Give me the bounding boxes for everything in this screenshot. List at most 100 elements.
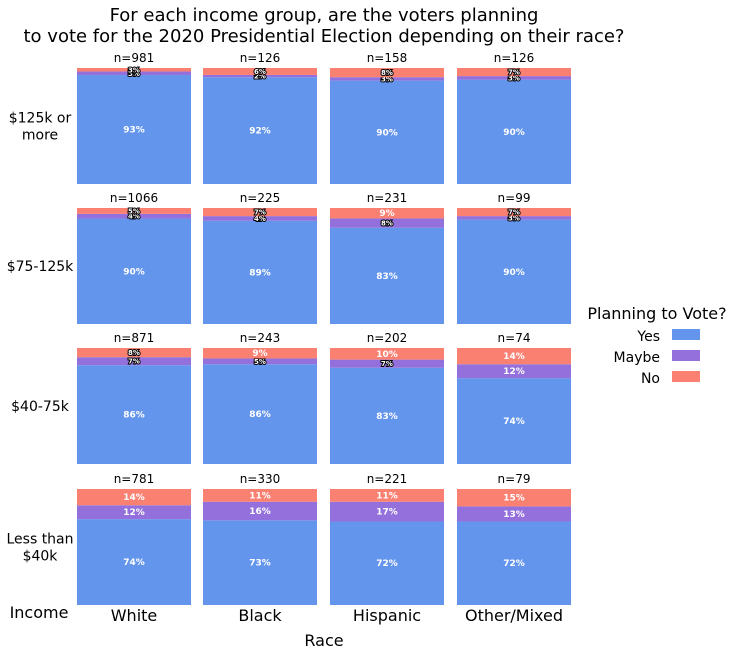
bar-segment-no: [77, 489, 191, 506]
bar-segment-yes: [330, 521, 444, 605]
bar-segment-yes: [457, 219, 571, 324]
bar-segment-yes: [330, 367, 444, 464]
bar-segment-no: [330, 208, 444, 219]
legend-swatch: [672, 371, 700, 382]
data-label-yes: 74%: [123, 558, 145, 568]
bar-segment-no: [457, 68, 571, 77]
data-label-maybe: 17%: [376, 508, 398, 518]
data-label-yes: 90%: [503, 128, 525, 138]
bar-segment-no: [457, 489, 571, 507]
data-label-maybe: 13%: [503, 510, 525, 520]
race-tick-label: Hispanic: [353, 606, 421, 625]
income-row-label: $125k or: [9, 111, 72, 127]
data-label-no: 6%: [254, 68, 266, 76]
bar-segment-maybe: [203, 74, 317, 78]
data-label-yes: 90%: [123, 267, 145, 277]
panel-count-label: n=871: [114, 331, 155, 345]
data-label-yes: 90%: [376, 128, 398, 138]
chart-title-line-1: For each income group, are the voters pl…: [110, 5, 539, 26]
x-axis-label: Race: [304, 631, 343, 650]
bar-segment-yes: [203, 364, 317, 464]
panel-count-label: n=1066: [110, 191, 158, 205]
bar-segment-maybe: [457, 506, 571, 522]
panel-count-label: n=79: [498, 472, 531, 486]
bar-segment-yes: [330, 80, 444, 184]
legend-swatch: [672, 329, 700, 340]
data-label-maybe: 7%: [128, 358, 140, 366]
bar-segment-yes: [457, 378, 571, 464]
bar-segment-no: [203, 348, 317, 359]
bar-segment-no: [330, 348, 444, 360]
bar-segment-no: [457, 208, 571, 217]
data-label-no: 14%: [503, 352, 525, 362]
panel-count-label: n=330: [240, 472, 281, 486]
bar-segment-yes: [77, 365, 191, 464]
bar-segment-maybe: [203, 216, 317, 221]
panel-count-label: n=74: [498, 331, 531, 345]
data-label-yes: 73%: [249, 559, 271, 569]
bar-segment-maybe: [330, 501, 444, 522]
legend: Planning to Vote? Yes Maybe No: [587, 304, 726, 387]
bar-segment-yes: [203, 520, 317, 605]
legend-title: Planning to Vote?: [587, 304, 726, 323]
bar-segment-yes: [77, 218, 191, 324]
data-label-yes: 74%: [503, 417, 525, 427]
data-label-no: 14%: [123, 493, 145, 503]
data-label-yes: 92%: [249, 127, 271, 137]
data-label-yes: 83%: [376, 272, 398, 282]
bar-segment-maybe: [330, 77, 444, 81]
data-label-no: 7%: [254, 209, 266, 217]
panel-count-label: n=781: [114, 472, 155, 486]
income-row-label: Less than: [6, 532, 73, 548]
bar-segment-no: [203, 489, 317, 502]
panel-count-label: n=202: [367, 331, 408, 345]
bar-segment-maybe: [203, 501, 317, 521]
panel-count-label: n=231: [367, 191, 408, 205]
data-label-yes: 86%: [123, 411, 145, 421]
data-label-maybe: 3%: [381, 75, 393, 83]
data-label-yes: 83%: [376, 412, 398, 422]
legend-entry-label: Yes: [636, 329, 660, 345]
panel-count-label: n=221: [367, 472, 408, 486]
data-label-no: 9%: [379, 209, 394, 219]
panel-count-label: n=225: [240, 191, 281, 205]
data-label-maybe: 12%: [123, 508, 145, 518]
data-label-no: 11%: [249, 491, 271, 501]
panel-count-label: n=158: [367, 51, 408, 65]
bar-segment-maybe: [457, 76, 571, 80]
bar-segment-maybe: [330, 218, 444, 228]
bar-segment-maybe: [77, 213, 191, 219]
data-label-no: 7%: [508, 69, 520, 77]
bar-segment-no: [330, 68, 444, 78]
bar-segment-yes: [77, 75, 191, 184]
data-label-yes: 86%: [249, 410, 271, 420]
data-label-maybe: 8%: [381, 220, 393, 228]
bar-segment-maybe: [77, 505, 191, 520]
data-label-no: 9%: [252, 349, 267, 359]
data-label-maybe: 12%: [503, 367, 525, 377]
data-label-maybe: 2%: [254, 73, 266, 81]
data-label-no: 7%: [508, 209, 520, 217]
data-label-yes: 93%: [123, 126, 145, 136]
data-label-maybe: 3%: [508, 74, 520, 82]
bar-segment-no: [77, 208, 191, 214]
bar-segment-maybe: [330, 359, 444, 368]
row-axis-label: Income: [10, 603, 69, 622]
income-row-label: more: [22, 128, 58, 144]
bar-segment-maybe: [203, 358, 317, 365]
panel-count-label: n=126: [494, 51, 535, 65]
chart-title-line-2: to vote for the 2020 Presidential Electi…: [24, 26, 625, 47]
bar-segment-no: [330, 489, 444, 502]
data-label-yes: 89%: [249, 268, 271, 278]
legend-entry-label: No: [641, 371, 660, 387]
bar-segment-maybe: [77, 357, 191, 366]
income-row-label: $40k: [23, 549, 59, 565]
bar-segment-no: [203, 68, 317, 75]
data-label-yes: 72%: [376, 559, 398, 569]
bar-segment-yes: [457, 79, 571, 184]
race-tick-label: Other/Mixed: [465, 606, 563, 625]
data-label-yes: 72%: [503, 559, 525, 569]
data-label-no: 10%: [376, 350, 398, 360]
data-label-maybe: 3%: [508, 214, 520, 222]
